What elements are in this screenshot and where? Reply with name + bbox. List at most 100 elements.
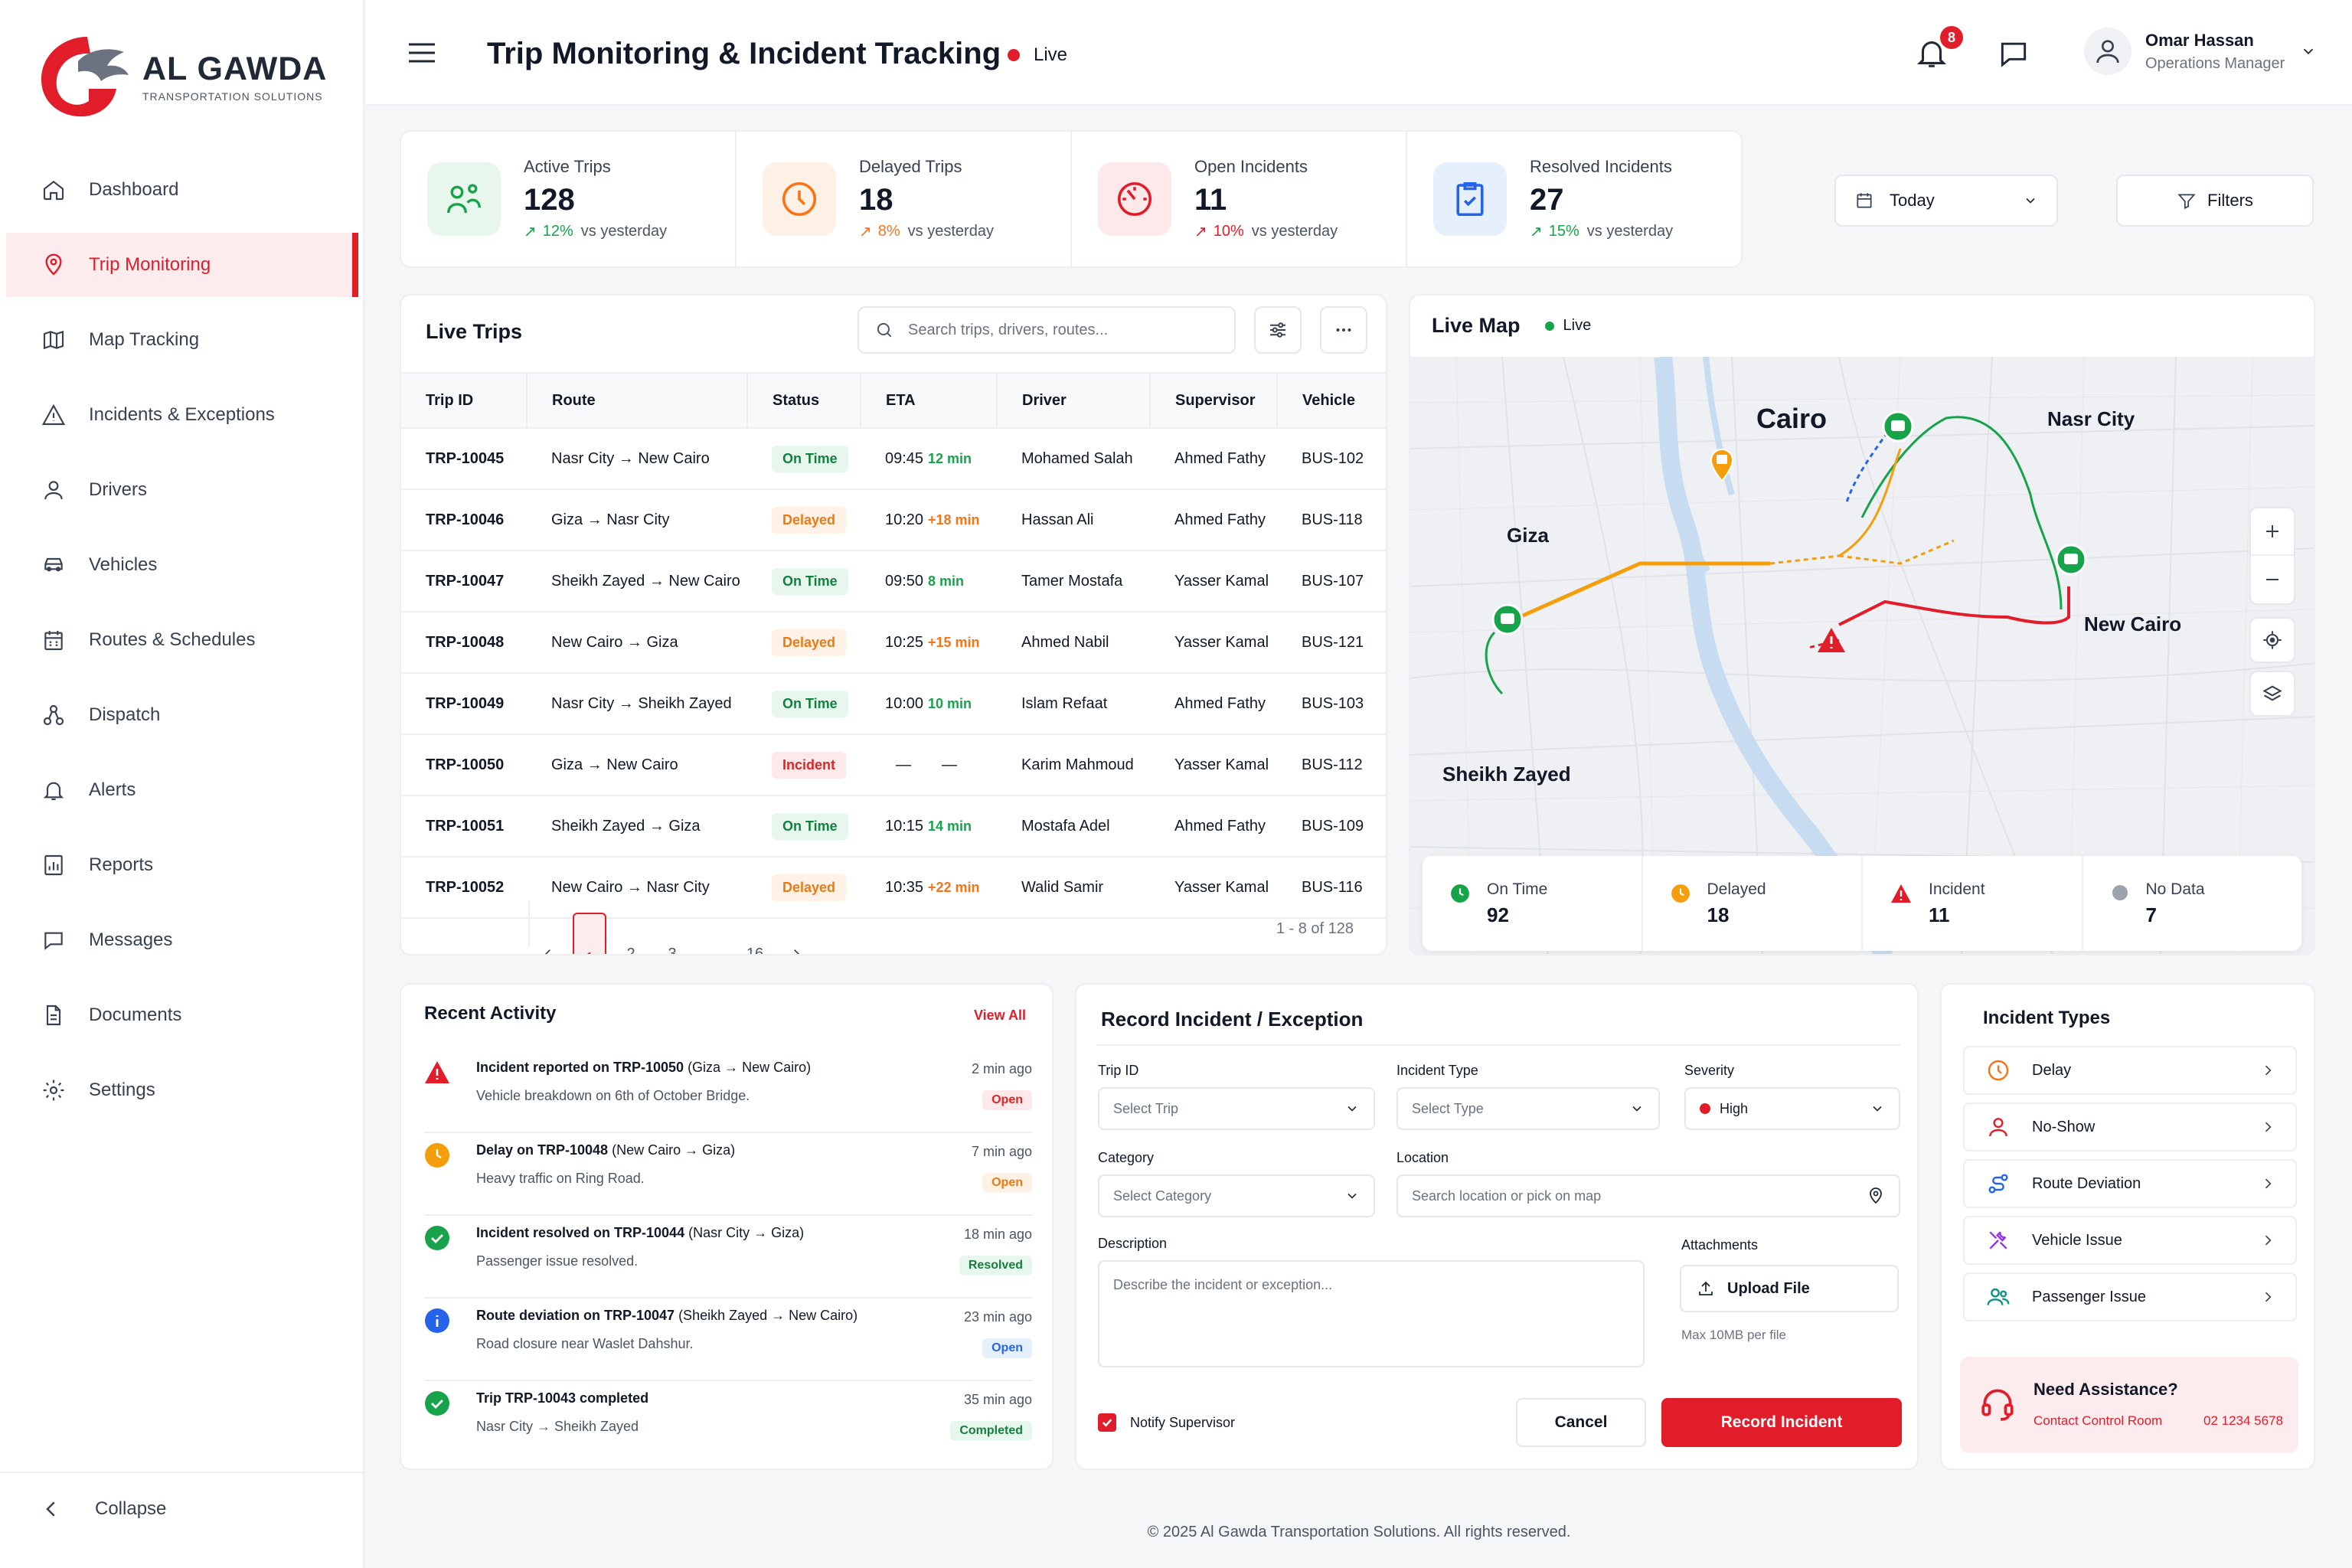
trip-id[interactable]: TRP-10052 xyxy=(401,857,527,919)
column-settings-button[interactable] xyxy=(1254,306,1302,354)
category-select[interactable]: Select Category xyxy=(1098,1174,1375,1217)
trip-route: Nasr City → Sheikh Zayed xyxy=(527,673,747,735)
sidebar-item-dashboard[interactable]: Dashboard xyxy=(0,158,364,222)
table-row[interactable]: TRP-10050 Giza → New Cairo Incident — — K… xyxy=(401,734,1386,796)
trip-id-select[interactable]: Select Trip xyxy=(1098,1087,1375,1130)
prev-page-button[interactable] xyxy=(531,939,565,954)
trip-id[interactable]: TRP-10048 xyxy=(401,612,527,674)
location-input[interactable]: Search location or pick on map xyxy=(1396,1174,1900,1217)
sidebar-item-trip-monitoring[interactable]: Trip Monitoring xyxy=(6,233,358,297)
legend-on-time[interactable]: On Time 92 xyxy=(1423,856,1643,951)
next-page-button[interactable] xyxy=(779,939,813,954)
column-header[interactable]: Trip ID xyxy=(401,372,528,429)
incident-type-vehicle-issue[interactable]: Vehicle Issue xyxy=(1963,1216,2297,1265)
incident-type-select[interactable]: Select Type xyxy=(1396,1087,1660,1130)
column-header[interactable]: Vehicle xyxy=(1277,372,1386,429)
incident-type-route-deviation[interactable]: Route Deviation xyxy=(1963,1159,2297,1208)
list-item[interactable]: Trip TRP-10043 completed Nasr City → She… xyxy=(424,1381,1032,1464)
list-item[interactable]: Incident reported on TRP-10050 (Giza → N… xyxy=(424,1050,1032,1133)
sidebar-item-map-tracking[interactable]: Map Tracking xyxy=(0,308,364,372)
status-badge: Open xyxy=(982,1173,1032,1193)
column-header[interactable]: Driver xyxy=(997,372,1151,429)
no-data-dot-icon xyxy=(2112,885,2128,900)
table-row[interactable]: TRP-10046 Giza → Nasr City Delayed 10:20… xyxy=(401,489,1386,551)
incident-type-passenger-issue[interactable]: Passenger Issue xyxy=(1963,1272,2297,1321)
sidebar-item-routes[interactable]: Routes & Schedules xyxy=(0,608,364,672)
sidebar-item-reports[interactable]: Reports xyxy=(0,833,364,897)
sidebar-item-messages[interactable]: Messages xyxy=(0,908,364,972)
description-textarea[interactable]: Describe the incident or exception... xyxy=(1098,1260,1645,1367)
sidebar-item-documents[interactable]: Documents xyxy=(0,983,364,1047)
trip-id[interactable]: TRP-10049 xyxy=(401,673,527,735)
trip-id[interactable]: TRP-10046 xyxy=(401,489,527,551)
incident-type-delay[interactable]: Delay xyxy=(1963,1046,2297,1095)
view-all-link[interactable]: View All xyxy=(973,1008,1026,1023)
column-header[interactable]: ETA xyxy=(861,372,998,429)
table-row[interactable]: TRP-10052 New Cairo → Nasr City Delayed … xyxy=(401,857,1386,919)
kpi-open-incidents[interactable]: Open Incidents 11 ↗ 10% vs yesterday xyxy=(1072,132,1407,266)
page-button[interactable]: 1 xyxy=(573,913,606,954)
incident-marker-icon[interactable] xyxy=(1816,626,1847,654)
control-room-phone[interactable]: 02 1234 5678 xyxy=(2203,1413,2283,1428)
bus-marker-icon[interactable] xyxy=(1491,603,1524,635)
clock-icon xyxy=(763,162,836,236)
contact-control-room-link[interactable]: Contact Control Room xyxy=(2034,1413,2163,1428)
upload-file-button[interactable]: Upload File xyxy=(1680,1265,1899,1312)
table-row[interactable]: TRP-10047 Sheikh Zayed → New Cairo On Ti… xyxy=(401,550,1386,612)
legend-incident[interactable]: Incident 11 xyxy=(1863,856,2083,951)
sidebar-item-settings[interactable]: Settings xyxy=(0,1058,364,1122)
trip-id[interactable]: TRP-10050 xyxy=(401,734,527,796)
sidebar-item-dispatch[interactable]: Dispatch xyxy=(0,683,364,747)
column-header[interactable]: Supervisor xyxy=(1150,372,1278,429)
trip-id[interactable]: TRP-10045 xyxy=(401,428,527,490)
chat-icon[interactable] xyxy=(1997,37,2030,70)
bus-marker-icon[interactable] xyxy=(1882,410,1914,443)
table-row[interactable]: TRP-10049 Nasr City → Sheikh Zayed On Ti… xyxy=(401,673,1386,735)
notify-supervisor-checkbox[interactable]: Notify Supervisor xyxy=(1098,1413,1235,1432)
sidebar-item-drivers[interactable]: Drivers xyxy=(0,458,364,522)
table-row[interactable]: TRP-10045 Nasr City → New Cairo On Time … xyxy=(401,428,1386,490)
date-range-select[interactable]: Today xyxy=(1834,175,2058,227)
notifications-bell-icon[interactable] xyxy=(1914,35,1949,70)
collapse-button[interactable]: Collapse xyxy=(40,1498,166,1521)
user-menu[interactable]: Omar Hassan Operations Manager xyxy=(2084,28,2317,75)
layers-button[interactable] xyxy=(2249,671,2295,717)
zoom-in-button[interactable] xyxy=(2251,508,2294,556)
kpi-delayed-trips[interactable]: Delayed Trips 18 ↗ 8% vs yesterday xyxy=(737,132,1072,266)
severity-select[interactable]: High xyxy=(1684,1087,1900,1130)
legend-delayed[interactable]: Delayed 18 xyxy=(1643,856,1863,951)
hamburger-menu-icon[interactable] xyxy=(407,41,436,64)
page-button[interactable]: 16 xyxy=(746,945,764,956)
legend-no-data[interactable]: No Data 7 xyxy=(2083,856,2302,951)
incident-type-no-show[interactable]: No-Show xyxy=(1963,1102,2297,1152)
filters-button[interactable]: Filters xyxy=(2116,175,2314,227)
cancel-button[interactable]: Cancel xyxy=(1516,1398,1646,1447)
list-item[interactable]: Route deviation on TRP-10047 (Sheikh Zay… xyxy=(424,1298,1032,1381)
list-item[interactable]: Incident resolved on TRP-10044 (Nasr Cit… xyxy=(424,1216,1032,1298)
kpi-resolved-incidents[interactable]: Resolved Incidents 27 ↗ 15% vs yesterday xyxy=(1407,132,1741,266)
more-options-button[interactable] xyxy=(1320,306,1367,354)
sidebar-item-vehicles[interactable]: Vehicles xyxy=(0,533,364,597)
list-item[interactable]: Delay on TRP-10048 (New Cairo → Giza) He… xyxy=(424,1133,1032,1216)
bus-marker-icon[interactable] xyxy=(2055,544,2087,576)
record-incident-button[interactable]: Record Incident xyxy=(1661,1398,1902,1447)
sidebar-item-incidents[interactable]: Incidents & Exceptions xyxy=(0,383,364,447)
table-row[interactable]: TRP-10051 Sheikh Zayed → Giza On Time 10… xyxy=(401,795,1386,858)
column-header[interactable]: Route xyxy=(527,372,748,429)
locate-button[interactable] xyxy=(2249,617,2295,663)
zoom-out-button[interactable] xyxy=(2251,556,2294,603)
logo-mark-icon xyxy=(41,37,129,117)
trip-id[interactable]: TRP-10051 xyxy=(401,795,527,858)
column-header[interactable]: Status xyxy=(747,372,861,429)
page-button[interactable]: 3 xyxy=(668,945,677,956)
delayed-bus-marker-icon[interactable] xyxy=(1709,447,1735,482)
kpi-active-trips[interactable]: Active Trips 128 ↗ 12% vs yesterday xyxy=(401,132,737,266)
brand-logo[interactable]: AL GAWDA Transportation Solutions xyxy=(34,31,327,122)
sidebar-item-alerts[interactable]: Alerts xyxy=(0,758,364,822)
need-assistance-card[interactable]: Need Assistance? Contact Control Room 02… xyxy=(1960,1357,2298,1453)
page-button[interactable]: 2 xyxy=(626,945,635,956)
trip-id[interactable]: TRP-10047 xyxy=(401,550,527,612)
table-row[interactable]: TRP-10048 New Cairo → Giza Delayed 10:25… xyxy=(401,612,1386,674)
eta-time: 10:00 xyxy=(885,694,924,712)
search-input[interactable] xyxy=(908,321,1214,339)
